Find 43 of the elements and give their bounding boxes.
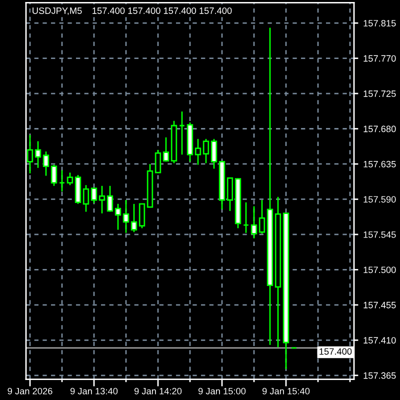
candlestick bbox=[34, 140, 42, 169]
candlestick bbox=[90, 188, 98, 204]
y-tick-label: 157.680 bbox=[364, 126, 396, 132]
candlestick bbox=[82, 184, 90, 212]
candlestick bbox=[26, 134, 34, 174]
y-tick-label: 157.365 bbox=[364, 372, 396, 379]
chart-subtitle: 157.400 157.400 157.400 157.400 bbox=[92, 7, 232, 14]
candlestick bbox=[98, 185, 106, 214]
candlestick bbox=[258, 199, 266, 234]
candlestick bbox=[66, 172, 74, 186]
x-tick-label: 9 Jan 15:40 bbox=[262, 388, 310, 394]
candlestick bbox=[210, 138, 218, 170]
candlestick bbox=[42, 150, 50, 176]
x-tick-label: 9 Jan 15:00 bbox=[198, 388, 246, 394]
candlestick bbox=[130, 203, 138, 233]
y-tick-label: 157.770 bbox=[364, 55, 396, 62]
candlestick bbox=[58, 170, 66, 192]
candlestick bbox=[194, 138, 202, 166]
candlestick bbox=[178, 110, 186, 156]
candlestick bbox=[154, 149, 162, 174]
candlestick bbox=[202, 138, 210, 164]
candlestick bbox=[250, 206, 258, 240]
y-tick-label: 157.545 bbox=[364, 231, 396, 238]
candlestick bbox=[242, 202, 250, 234]
y-tick-label: 157.500 bbox=[364, 266, 396, 274]
candlestick bbox=[114, 203, 122, 230]
y-tick-label: 157.410 bbox=[364, 337, 396, 344]
candlestick bbox=[50, 164, 58, 187]
y-tick-label: 157.455 bbox=[364, 302, 396, 308]
candlestick bbox=[122, 199, 130, 234]
x-tick-label: 9 Jan 13:40 bbox=[70, 388, 118, 394]
y-tick-label: 157.725 bbox=[364, 90, 396, 97]
y-tick-label: 157.815 bbox=[364, 20, 396, 26]
chart-title: USDJPY,M5 bbox=[32, 7, 82, 16]
x-tick-label: 9 Jan 2026 bbox=[8, 388, 52, 394]
candlestick bbox=[138, 203, 146, 229]
candlestick bbox=[226, 177, 234, 212]
x-tick-label: 9 Jan 14:20 bbox=[134, 388, 182, 394]
ref-line-label: 157.400 bbox=[320, 348, 352, 355]
y-tick-label: 157.590 bbox=[364, 196, 396, 203]
candlestick bbox=[162, 136, 170, 162]
candlestick bbox=[106, 185, 114, 212]
y-tick-label: 157.635 bbox=[364, 160, 396, 168]
